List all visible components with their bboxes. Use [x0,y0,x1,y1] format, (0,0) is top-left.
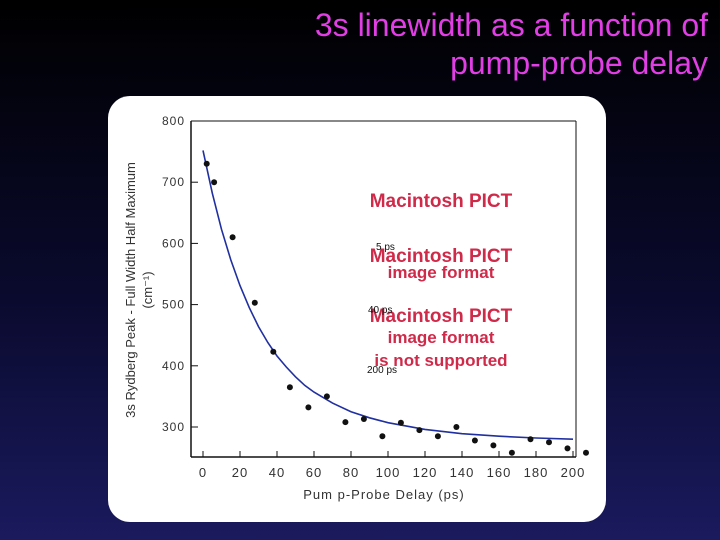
pict-placeholder-text-6: is not supported [374,351,507,370]
x-tick-label: 0 [199,465,207,480]
slide-title: 3s linewidth as a function of pump-probe… [148,6,708,82]
pict-placeholder: Macintosh PICT Macintosh PICT image form… [370,191,513,370]
annotation-200ps: 200 ps [367,365,397,376]
slide-title-line-1: 3s linewidth as a function of [314,7,708,43]
x-tick-label: 80 [343,465,359,480]
data-point [323,393,330,400]
data-point [508,449,515,456]
x-tick-label: 140 [450,465,475,480]
slide-title-line-2: pump-probe delay [450,45,708,81]
x-tick-label: 20 [232,465,248,480]
data-point [564,445,571,452]
data-point [379,433,386,440]
data-point [471,437,478,444]
pict-placeholder-text-1: Macintosh PICT [370,191,513,212]
x-tick-label: 60 [306,465,322,480]
data-point [546,439,552,446]
x-tick-label: 120 [413,465,438,480]
pict-placeholder-text-5: image format [388,328,495,347]
data-point [360,416,367,422]
y-ticks: 300 400 500 600 700 800 [162,114,198,434]
annotation-5ps: 5 ps [376,242,395,253]
data-point [229,234,236,241]
pict-placeholder-text-4: Macintosh PICT [370,306,513,327]
fit-curve [202,150,574,440]
y-tick-label: 500 [162,298,185,312]
data-point [211,179,218,186]
y-tick-label: 600 [162,236,185,250]
data-point [270,348,277,355]
y-axis-label-line-1: 3s Rydberg Peak - Full Width Half Maximu… [123,162,138,418]
y-tick-label: 800 [162,114,185,128]
x-tick-label: 100 [376,465,401,480]
x-tick-label: 40 [269,465,285,480]
pict-placeholder-text-3: image format [388,263,495,282]
data-point [490,442,497,449]
x-tick-label: 160 [487,465,512,480]
data-point [434,433,441,440]
data-point [527,436,534,443]
x-ticks: 0 20 40 60 80 100 120 140 160 180 200 [199,451,586,480]
x-tick-label: 200 [561,465,586,480]
annotation-40ps: 40 ps [368,305,392,316]
data-point [305,404,312,411]
y-axis-label-line-2: (cm⁻¹) [140,271,155,308]
annotations: 5 ps 40 ps 200 ps [367,242,397,376]
x-axis-label: Pum p-Probe Delay (ps) [303,487,464,502]
y-tick-label: 700 [162,175,185,189]
data-point [583,449,589,456]
data-point [203,160,210,167]
plot-frame [190,120,577,458]
data-point [286,384,293,391]
data-point [397,419,404,426]
y-tick-label: 300 [162,420,185,434]
y-tick-label: 400 [162,359,185,373]
data-point [416,427,423,434]
data-points [203,160,589,456]
data-point [342,419,349,426]
data-point [251,299,258,306]
pict-placeholder-text-2: Macintosh PICT [370,246,513,267]
x-tick-label: 180 [524,465,549,480]
data-point [453,424,460,430]
